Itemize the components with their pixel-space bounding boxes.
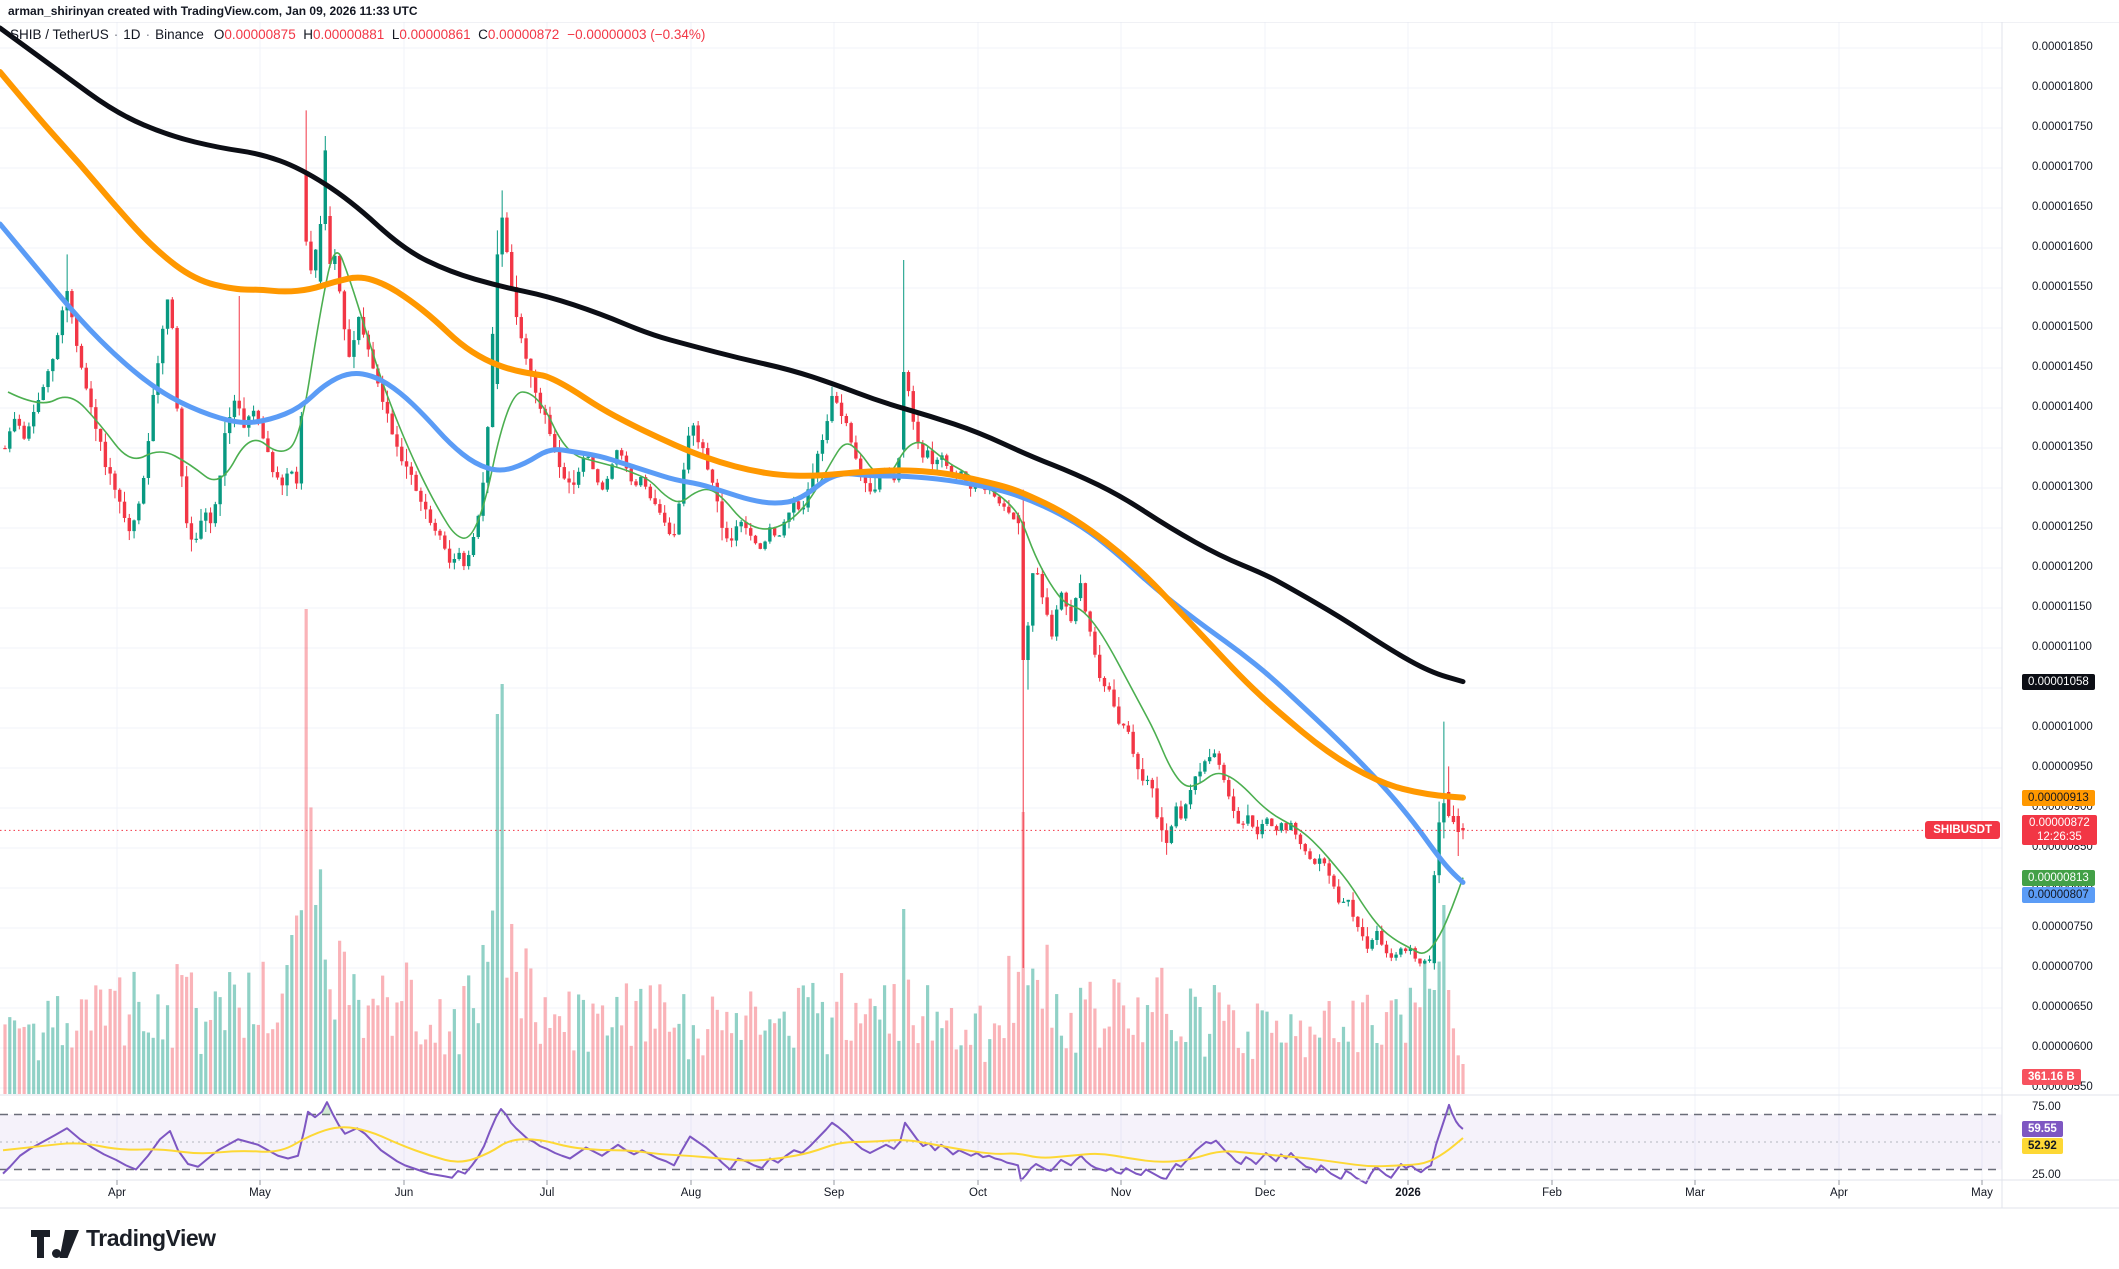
exchange-label: Binance	[155, 27, 204, 42]
month-label-apr: Apr	[108, 1187, 126, 1199]
month-label-2026: 2026	[1395, 1187, 1421, 1199]
tradingview-logo-icon[interactable]	[30, 1227, 80, 1261]
price-tick-label: 0.00001500	[2032, 321, 2093, 333]
ma20-price-label: 0.00000813	[2022, 869, 2095, 886]
month-label-jun: Jun	[394, 1187, 414, 1199]
price-tick-label: 0.00000700	[2032, 961, 2093, 973]
month-label-aug: Aug	[680, 1187, 702, 1199]
time-axis[interactable]: Apr May Jun Jul Aug Sep Oct Nov Dec 2026 Feb Mar Apr…	[0, 1180, 2119, 1215]
last-price-value: 0.00000872	[2029, 817, 2090, 830]
price-tick-label: 0.00001200	[2032, 561, 2093, 573]
price-tick-label: 0.00001400	[2032, 401, 2093, 413]
rsi-tick-label: 75.00	[2032, 1100, 2061, 1113]
close-key: C	[478, 27, 488, 42]
rsi-ma-value-label: 52.92	[2022, 1138, 2063, 1154]
open-key: O	[213, 27, 225, 42]
high-key: H	[303, 27, 313, 42]
volume-label: 361.16 B	[2022, 1069, 2081, 1085]
price-tick-label: 0.00001000	[2032, 721, 2093, 733]
ma50-price-label: 0.00000807	[2022, 886, 2095, 903]
month-label-may: May	[1971, 1187, 1993, 1199]
month-label-oct: Oct	[969, 1187, 987, 1199]
attribution-text: arman_shirinyan created with TradingView…	[8, 4, 418, 18]
price-tick-label: 0.00001150	[2032, 601, 2092, 613]
symbol-price-tag: SHIBUSDT	[1925, 821, 2000, 840]
tradingview-brand-text[interactable]: TradingView	[86, 1225, 216, 1251]
price-tick-label: 0.00001300	[2032, 481, 2093, 493]
price-tick-label: 0.00001600	[2032, 241, 2093, 253]
month-label-feb: Feb	[1542, 1187, 1562, 1199]
price-tick-label: 0.00000650	[2032, 1001, 2093, 1013]
footer: TradingView	[0, 1215, 2119, 1269]
close-value: 0.00000872	[487, 27, 560, 42]
price-tick-label: 0.00001800	[2032, 81, 2093, 93]
rsi-tick-label: 25.00	[2032, 1169, 2061, 1182]
low-key: L	[391, 27, 400, 42]
symbol-title[interactable]: SHIB / TetherUS	[10, 27, 109, 42]
price-tick-label: 0.00001750	[2032, 121, 2093, 133]
ma200-price-label: 0.00001058	[2022, 673, 2095, 690]
last-price-label: 0.00000872 12:26:35	[2022, 815, 2097, 846]
legend-separator: ·	[113, 27, 119, 42]
price-tick-label: 0.00001350	[2032, 441, 2093, 453]
interval-label[interactable]: 1D	[123, 27, 141, 42]
price-tick-label: 0.00001700	[2032, 161, 2093, 173]
price-tick-label: 0.00001100	[2032, 641, 2092, 653]
price-tick-label: 0.00001550	[2032, 281, 2093, 293]
price-tick-label: 0.00001450	[2032, 361, 2093, 373]
price-tick-label: 0.00001850	[2032, 41, 2093, 53]
month-label-mar: Mar	[1685, 1187, 1705, 1199]
open-value: 0.00000875	[224, 27, 296, 42]
price-tick-label: 0.00000950	[2032, 761, 2093, 773]
legend-separator: ·	[145, 27, 151, 42]
attribution-bar: arman_shirinyan created with TradingView…	[0, 0, 2119, 22]
month-label-sep: Sep	[823, 1187, 845, 1199]
month-label-nov: Nov	[1110, 1187, 1132, 1199]
month-label-jul: Jul	[539, 1187, 555, 1199]
rsi-value-label: 59.55	[2022, 1120, 2063, 1137]
month-label-dec: Dec	[1254, 1187, 1276, 1199]
price-tick-label: 0.00001250	[2032, 521, 2093, 533]
ma100-price-label: 0.00000913	[2022, 789, 2095, 806]
price-tick-label: 0.00000600	[2032, 1041, 2093, 1053]
countdown-timer: 12:26:35	[2037, 831, 2082, 844]
month-label-may: May	[249, 1187, 271, 1199]
price-tick-label: 0.00000750	[2032, 921, 2093, 933]
high-value: 0.00000881	[312, 27, 385, 42]
month-label-apr: Apr	[1830, 1187, 1848, 1199]
low-value: 0.00000861	[399, 27, 471, 42]
legend[interactable]: SHIB / TetherUS · 1D · Binance O0.00000875 H0…	[10, 27, 705, 42]
price-tick-label: 0.00001650	[2032, 201, 2093, 213]
change-value: −0.00000003 (−0.34%)	[567, 27, 706, 42]
